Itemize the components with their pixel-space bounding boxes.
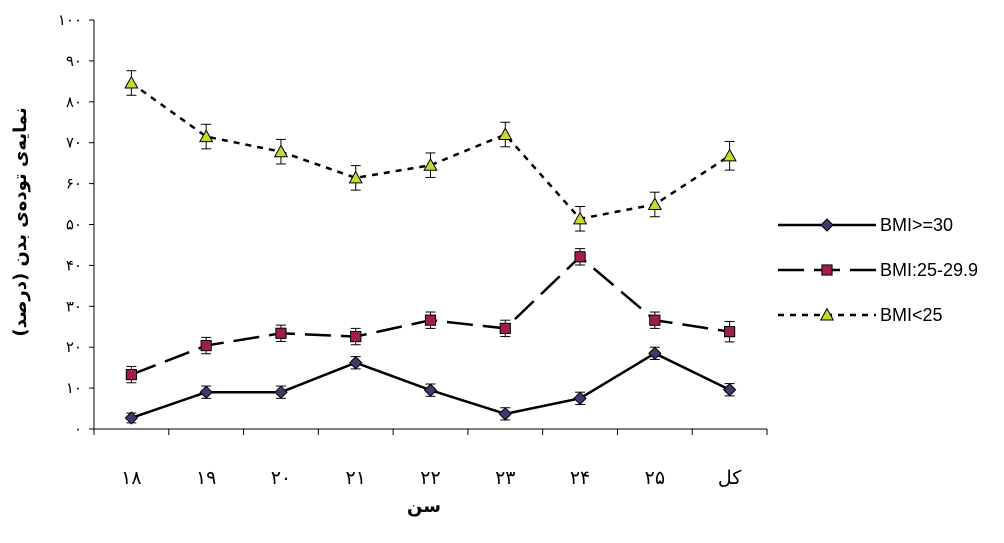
y-tick-label: ۵۰: [66, 216, 82, 234]
data-point: [499, 322, 511, 334]
legend-marker: [821, 264, 833, 276]
data-point: [572, 211, 588, 225]
data-point: [648, 346, 662, 361]
x-tick-label: ۲۱: [346, 467, 366, 489]
data-point: [647, 197, 662, 210]
data-point: [424, 314, 437, 326]
series-2: [124, 70, 737, 232]
data-point: [649, 314, 661, 326]
data-point: [722, 383, 737, 397]
data-point: [348, 170, 363, 184]
data-point: [498, 407, 512, 421]
x-axis-title: سن: [407, 496, 441, 517]
data-point: [722, 148, 737, 162]
x-tick-label: ۱۸: [121, 467, 141, 489]
y-tick-label: ۱۰: [66, 379, 82, 397]
data-point: [275, 327, 287, 339]
data-point: [274, 385, 288, 399]
legend-label: BMI>=30: [880, 215, 953, 235]
y-tick-label: ۰: [74, 420, 82, 438]
legend-label: BMI:25-29.9: [880, 260, 978, 280]
x-tick-label: ۲۴: [570, 467, 590, 489]
legend-marker: [820, 218, 834, 232]
legend: BMI>=30 BMI:25-29.9 BMI<25: [778, 215, 978, 325]
legend-label: BMI<25: [880, 305, 943, 325]
x-tick-label: ۲۲: [420, 467, 440, 489]
data-point: [125, 369, 137, 381]
series-0: [124, 346, 737, 425]
data-point: [423, 383, 438, 397]
x-tick-label: ۲۰: [271, 467, 291, 489]
series-1: [125, 248, 736, 384]
axes: [89, 19, 768, 435]
y-tick-label: ۷۰: [66, 134, 82, 152]
data-point: [200, 339, 212, 352]
y-tick-label: ۶۰: [66, 175, 82, 193]
y-tick-label: ۲۰: [66, 338, 82, 356]
data-point: [574, 251, 586, 263]
data-point: [124, 411, 139, 425]
x-tick-label: ۲۵: [645, 467, 665, 489]
y-tick-label: ۸۰: [66, 93, 82, 111]
y-tick-label: ۴۰: [66, 256, 82, 274]
data-point: [350, 330, 362, 343]
x-tick-labels: ۱۸ ۱۹ ۲۰ ۲۱ ۲۲ ۲۳ ۲۴ ۲۵ کل: [121, 467, 742, 489]
series-layer: [124, 70, 737, 425]
x-tick-label: کل: [718, 467, 742, 489]
y-tick-labels: ۰ ۱۰ ۲۰ ۳۰ ۴۰ ۵۰ ۶۰ ۷۰ ۸۰ ۹۰ ۱۰۰: [58, 11, 82, 438]
y-axis-title: نمایه‌ی توده‌ی بدن (درصد): [10, 107, 31, 336]
series-line: [130, 81, 731, 221]
data-point: [199, 385, 213, 399]
data-point: [273, 144, 289, 158]
data-point: [199, 129, 214, 143]
y-tick-label: ۳۰: [66, 297, 82, 315]
data-point: [724, 326, 736, 338]
data-point: [349, 356, 363, 370]
x-tick-label: ۱۹: [196, 467, 216, 489]
data-point: [423, 157, 438, 171]
data-point: [124, 75, 139, 89]
y-tick-label: ۹۰: [66, 52, 82, 70]
legend-marker: [819, 307, 835, 321]
y-tick-label: ۱۰۰: [58, 11, 82, 29]
data-point: [498, 127, 513, 141]
data-point: [573, 391, 587, 406]
x-tick-label: ۲۳: [495, 467, 515, 489]
